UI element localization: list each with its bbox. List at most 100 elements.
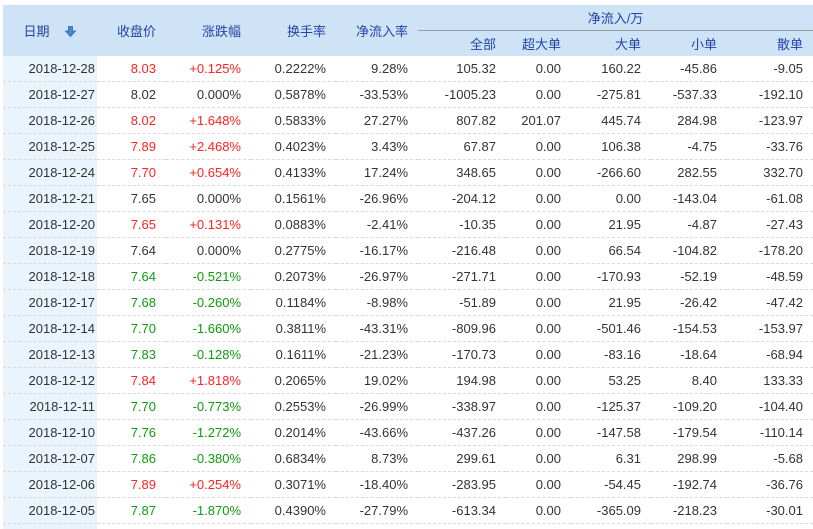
cell-turnover: 0.5833% [251, 107, 336, 134]
table-row: 2018-12-17 7.68 -0.260% 0.1184% -8.98% -51.89… [3, 289, 813, 316]
cell-total: 105.32 [418, 56, 506, 82]
cell-turnover: 0.4133% [251, 159, 336, 186]
cell-date: 2018-12-20 [3, 211, 97, 238]
cell-date: 2018-12-27 [3, 81, 97, 108]
cell-scattered: -30.01 [727, 497, 813, 524]
cell-date: 2018-12-06 [3, 471, 97, 498]
cell-close: 7.70 [97, 393, 166, 420]
cell-date: 2018-12-12 [3, 367, 97, 394]
cell-close: 7.64 [97, 263, 166, 290]
cell-inflow-rate: -27.79% [336, 497, 418, 524]
cell-large: 106.38 [571, 133, 651, 160]
cell-date: 2018-12-10 [3, 419, 97, 446]
cell-change: +0.125% [166, 56, 251, 82]
sort-desc-arrow-down-icon[interactable] [64, 25, 77, 38]
cell-close: 7.86 [97, 445, 166, 472]
cell-total: 299.61 [418, 445, 506, 472]
cell-turnover: 0.6834% [251, 445, 336, 472]
table-row: 2018-12-24 7.70 +0.654% 0.4133% 17.24% 348.65… [3, 159, 813, 186]
col-header-change[interactable]: 涨跌幅 [166, 5, 251, 56]
col-header-close[interactable]: 收盘价 [97, 5, 166, 56]
cell-large: -54.45 [571, 471, 651, 498]
cell-small: 282.55 [651, 159, 727, 186]
cell-total: 194.98 [418, 367, 506, 394]
col-header-super-large[interactable]: 超大单 [506, 30, 571, 56]
cell-large: 66.54 [571, 237, 651, 264]
cell-large: -170.93 [571, 263, 651, 290]
cell-super-large: 0.00 [506, 159, 571, 186]
cell-inflow-rate: -16.17% [336, 237, 418, 264]
col-header-inflow-rate[interactable]: 净流入率 [336, 5, 418, 56]
cell-close: 7.70 [97, 315, 166, 342]
table-row: 2018-12-11 7.70 -0.773% 0.2553% -26.99% -338.… [3, 393, 813, 420]
col-header-large[interactable]: 大单 [571, 30, 651, 56]
cell-small: -537.33 [651, 81, 727, 108]
cell-change: 0.000% [166, 237, 251, 264]
cell-date: 2018-12-14 [3, 315, 97, 342]
cell-close: 7.64 [97, 237, 166, 264]
cell-date: 2018-12-19 [3, 237, 97, 264]
cell-turnover: 0.4390% [251, 497, 336, 524]
cell-super-large: 0.00 [506, 419, 571, 446]
col-header-date[interactable]: 日期 [3, 5, 97, 56]
cell-scattered: -33.76 [727, 133, 813, 160]
cell-date [3, 523, 97, 529]
cell-change: -0.773% [166, 393, 251, 420]
cell-super-large: 0.00 [506, 56, 571, 82]
cell-total: -338.97 [418, 393, 506, 420]
cell-change: 0.000% [166, 81, 251, 108]
cell-turnover: 0.5878% [251, 81, 336, 108]
cell-large: 160.22 [571, 56, 651, 82]
cell-small: -18.64 [651, 341, 727, 368]
cell-close: 8.03 [97, 56, 166, 82]
col-header-total[interactable]: 全部 [418, 30, 506, 56]
cell-close: 7.84 [97, 367, 166, 394]
cell-inflow-rate: -18.40% [336, 471, 418, 498]
cell-super-large: 0.00 [506, 237, 571, 264]
cell-turnover: 0.2222% [251, 56, 336, 82]
cell-super-large: 0.00 [506, 445, 571, 472]
cell-scattered: -61.08 [727, 185, 813, 212]
cell-total: -1005.23 [418, 81, 506, 108]
cell-large: 445.74 [571, 107, 651, 134]
cell-change: 0.000% [166, 185, 251, 212]
cell-inflow-rate: -26.96% [336, 185, 418, 212]
cell-change: +1.818% [166, 367, 251, 394]
cell-small: -109.20 [651, 393, 727, 420]
cell-close: 8.02 [97, 107, 166, 134]
cell-close: 7.83 [97, 341, 166, 368]
cell-date: 2018-12-25 [3, 133, 97, 160]
cell-inflow-rate: -2.41% [336, 211, 418, 238]
cell-inflow-rate: -33.53% [336, 81, 418, 108]
cell-large: 6.31 [571, 445, 651, 472]
fund-flow-table: 日期 收盘价 涨跌幅 换手率 净流入率 净流入/万 全部 超大单 大单 小单 散… [3, 5, 813, 529]
cell-large: -501.46 [571, 315, 651, 342]
cell-inflow-rate: 9.28% [336, 56, 418, 82]
table-row: 2018-12-25 7.89 +2.468% 0.4023% 3.43% 67.87 0.… [3, 133, 813, 160]
cell-turnover: 0.0883% [251, 211, 336, 238]
cell-small: -143.04 [651, 185, 727, 212]
cell-scattered: -27.43 [727, 211, 813, 238]
cell-close: 7.70 [97, 159, 166, 186]
table-row: 2018-12-27 8.02 0.000% 0.5878% -33.53% -1005.… [3, 81, 813, 108]
col-header-small[interactable]: 小单 [651, 30, 727, 56]
cell-super-large: 0.00 [506, 133, 571, 160]
cell-scattered: -47.42 [727, 289, 813, 316]
cell-super-large: 0.00 [506, 471, 571, 498]
table-row: 2018-12-12 7.84 +1.818% 0.2065% 19.02% 194.98… [3, 367, 813, 394]
cell-total: 807.82 [418, 107, 506, 134]
col-header-turnover[interactable]: 换手率 [251, 5, 336, 56]
cell-inflow-rate: -21.23% [336, 341, 418, 368]
table-row: 2018-12-13 7.83 -0.128% 0.1611% -21.23% -170.… [3, 341, 813, 368]
col-header-scattered[interactable]: 散单 [727, 30, 813, 56]
cell-total: -204.12 [418, 185, 506, 212]
cell-change: +2.468% [166, 133, 251, 160]
cell-super-large: 0.00 [506, 289, 571, 316]
cell-date: 2018-12-05 [3, 497, 97, 524]
cell-total: -437.26 [418, 419, 506, 446]
cell-turnover: 0.2014% [251, 419, 336, 446]
cell-small: -52.19 [651, 263, 727, 290]
table-row-partial [3, 523, 813, 529]
cell-date: 2018-12-11 [3, 393, 97, 420]
cell-change: -0.260% [166, 289, 251, 316]
